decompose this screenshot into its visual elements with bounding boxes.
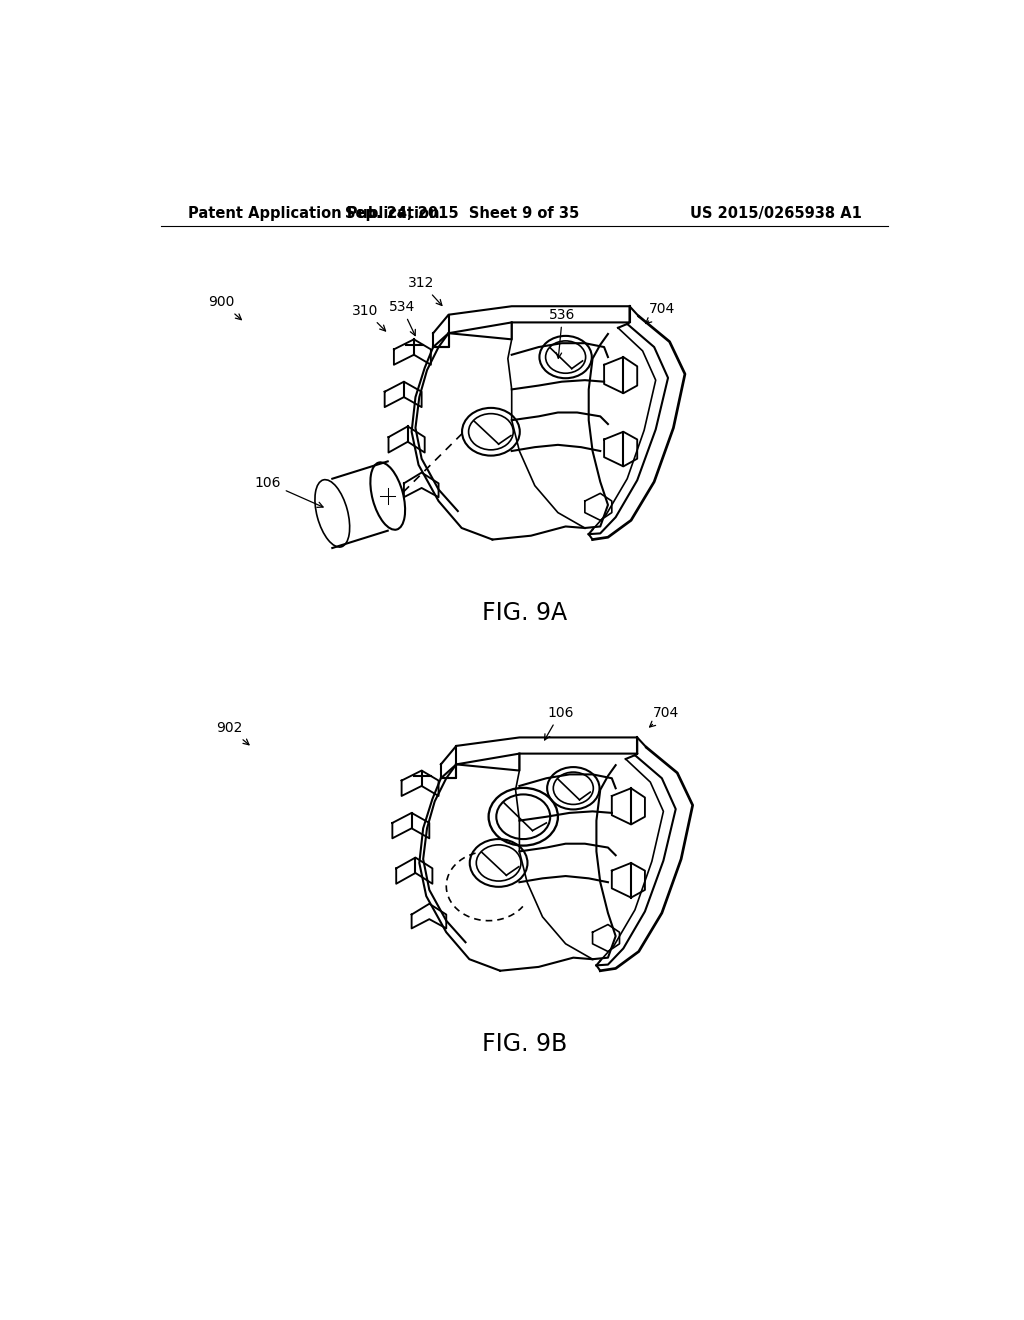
Text: 106: 106	[545, 706, 573, 741]
Text: 704: 704	[646, 302, 675, 323]
Text: FIG. 9B: FIG. 9B	[482, 1032, 567, 1056]
Text: Patent Application Publication: Patent Application Publication	[188, 206, 440, 222]
Text: 534: 534	[388, 300, 416, 335]
Text: 902: 902	[216, 721, 249, 744]
Text: 312: 312	[409, 276, 442, 305]
Text: 704: 704	[649, 706, 679, 727]
Text: 900: 900	[208, 296, 242, 319]
Text: US 2015/0265938 A1: US 2015/0265938 A1	[690, 206, 862, 222]
Text: 536: 536	[549, 308, 575, 358]
Text: FIG. 9A: FIG. 9A	[482, 601, 567, 624]
Text: 106: 106	[254, 475, 324, 507]
Text: Sep. 24, 2015  Sheet 9 of 35: Sep. 24, 2015 Sheet 9 of 35	[344, 206, 579, 222]
Text: 310: 310	[352, 304, 386, 331]
